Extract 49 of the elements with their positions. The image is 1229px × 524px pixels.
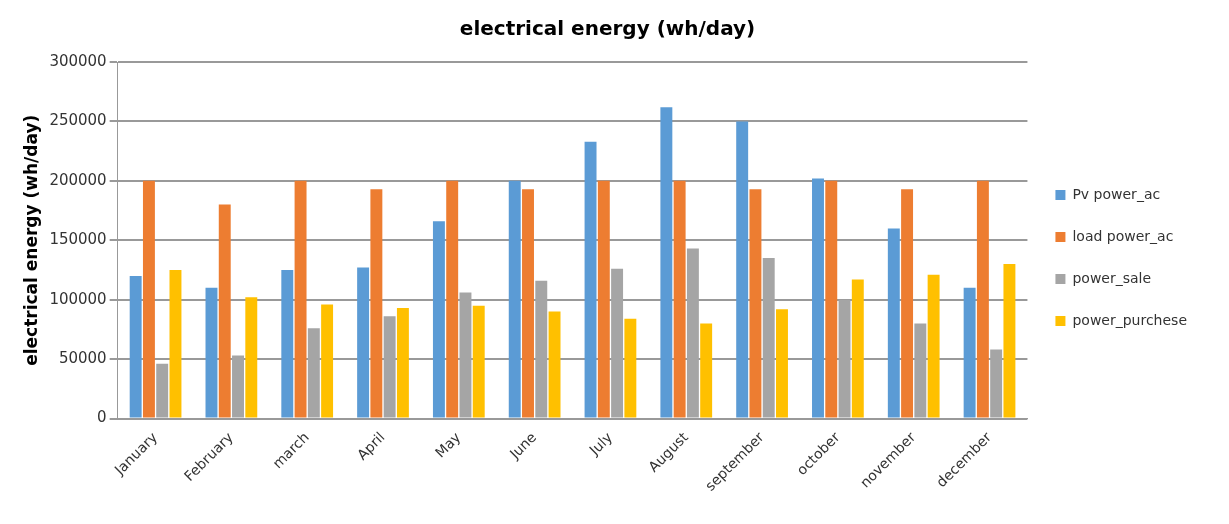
bar	[901, 189, 914, 418]
bar	[597, 180, 610, 418]
bar	[927, 274, 940, 418]
y-tick-label: 50000	[58, 349, 107, 367]
y-tick-label: 150000	[49, 230, 107, 249]
bar	[522, 189, 534, 418]
bar	[432, 221, 445, 418]
bar	[142, 180, 155, 418]
legend-label: power_sale	[1072, 269, 1152, 286]
legend-label: power_purchese	[1072, 311, 1188, 328]
bar	[321, 304, 334, 418]
bar	[129, 275, 142, 418]
bar	[976, 180, 989, 418]
y-tick-label: 250000	[49, 111, 107, 130]
y-tick-label: 100000	[49, 289, 107, 308]
bar	[294, 180, 307, 418]
bar	[736, 121, 749, 418]
bar	[660, 107, 673, 418]
y-tick-label: 0	[97, 408, 107, 427]
y-axis-title: electrical energy (wh/day)	[20, 114, 41, 366]
bar	[851, 279, 864, 418]
bar	[700, 323, 713, 418]
bar	[205, 287, 218, 418]
bar	[749, 189, 762, 418]
bar	[548, 311, 561, 418]
chart-title: electrical energy (wh/day)	[459, 16, 756, 41]
bar	[357, 267, 370, 418]
bar	[825, 180, 838, 418]
bar	[218, 204, 231, 418]
bar	[245, 297, 258, 418]
bar	[281, 269, 294, 418]
y-tick-label: 300000	[49, 51, 107, 70]
bar	[472, 305, 485, 418]
bar	[673, 180, 686, 418]
legend-label: Pv power_ac	[1072, 185, 1161, 202]
y-tick-label: 200000	[49, 170, 107, 189]
bar	[887, 228, 900, 418]
bar	[396, 308, 409, 418]
bar	[446, 180, 459, 418]
bar	[370, 189, 383, 418]
bar	[1003, 264, 1016, 418]
bar	[624, 318, 637, 418]
bar	[812, 178, 824, 418]
bar	[963, 287, 976, 418]
bar	[508, 180, 521, 418]
legend-label: load power_ac	[1072, 227, 1174, 244]
bar	[584, 141, 597, 418]
bar	[169, 269, 182, 418]
bar	[776, 309, 788, 418]
